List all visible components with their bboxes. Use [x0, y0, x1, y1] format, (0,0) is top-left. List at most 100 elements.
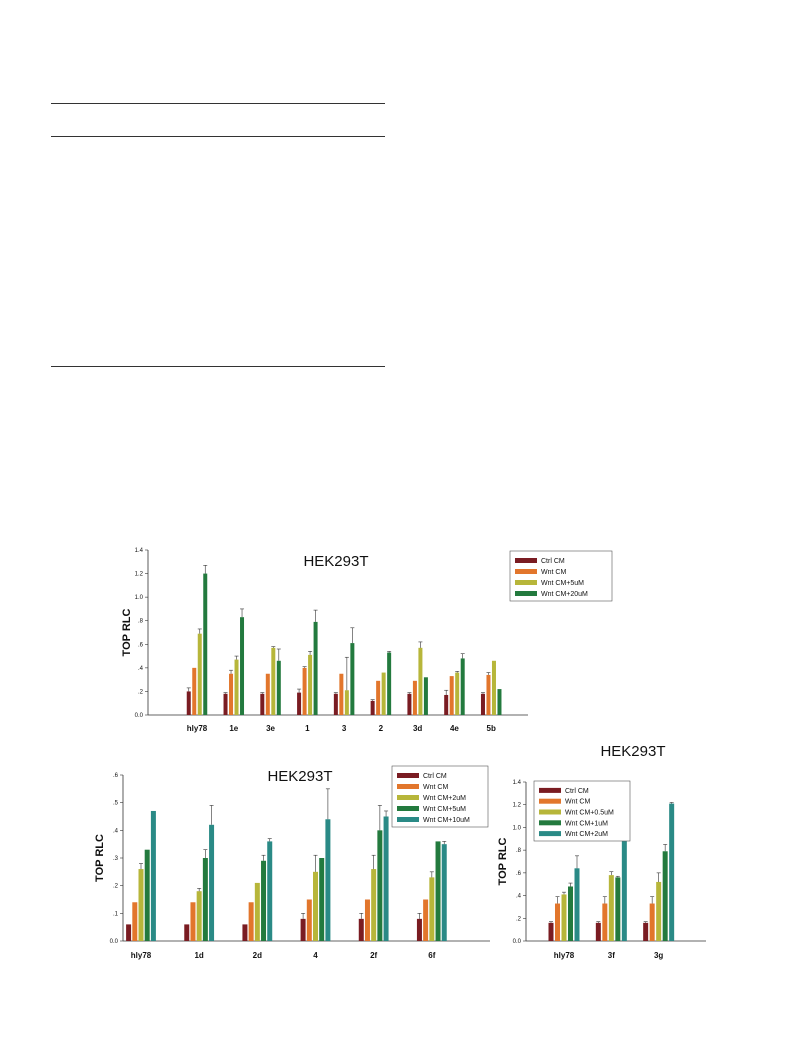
- bar: [602, 903, 608, 941]
- category-label: hly78: [554, 951, 575, 960]
- category-label: 2: [379, 724, 384, 733]
- bar: [308, 654, 313, 715]
- y-tick-label: .4: [138, 666, 144, 672]
- y-tick-label: 1.4: [513, 780, 522, 786]
- legend-swatch: [515, 591, 537, 596]
- bar: [460, 658, 465, 715]
- category-label: 3d: [413, 724, 422, 733]
- bar: [649, 903, 655, 941]
- bar: [229, 673, 234, 715]
- category-label: 4e: [450, 724, 459, 733]
- bar: [595, 922, 601, 941]
- legend-swatch: [539, 831, 561, 837]
- category-label: 3f: [608, 951, 615, 960]
- bar: [376, 680, 381, 715]
- bar: [444, 694, 449, 715]
- bar: [325, 819, 331, 941]
- category-label: hly78: [131, 951, 152, 960]
- y-tick-label: 0.0: [135, 713, 144, 719]
- bar: [387, 652, 392, 715]
- legend-swatch: [539, 798, 561, 804]
- bar: [313, 871, 318, 941]
- bar: [306, 899, 312, 941]
- y-tick-label: .4: [516, 894, 522, 900]
- bar: [313, 621, 318, 715]
- legend-label: Wnt CM+20uM: [541, 591, 588, 598]
- legend-label: Wnt CM+0.5uM: [565, 810, 614, 817]
- y-axis-label: TOP RLC: [94, 834, 106, 882]
- y-tick-label: .8: [138, 619, 144, 625]
- bar: [150, 810, 156, 941]
- bar: [370, 700, 375, 715]
- bar: [261, 860, 267, 941]
- y-tick-label: .6: [516, 871, 522, 877]
- y-tick-label: .2: [113, 884, 119, 890]
- bar-chart-bottom-right: 0.0 .2 .4 .6 .8 1.0 1.2 1.4 TOP RLC HEK293T hly78 3…: [497, 743, 706, 960]
- legend-swatch: [515, 569, 537, 574]
- bar: [455, 672, 460, 715]
- chart-title: HEK293T: [267, 768, 332, 785]
- bar: [333, 693, 338, 715]
- legend-label: Wnt CM: [423, 784, 448, 791]
- legend-swatch: [397, 784, 419, 789]
- bar: [449, 676, 454, 715]
- legend-label: Wnt CM+2uM: [565, 831, 608, 838]
- bar-chart-top: 0.0 .2 .4 .6 .8 1.0 1.2 1.4 TOP RLC HEK293T hly78 1…: [121, 548, 613, 733]
- bar: [429, 877, 435, 941]
- y-tick-label: 0.0: [513, 939, 522, 945]
- bar: [350, 643, 355, 715]
- bar: [435, 841, 441, 941]
- bar: [574, 868, 580, 941]
- bar: [254, 882, 260, 941]
- legend-label: Wnt CM+1uM: [565, 820, 608, 827]
- y-tick-label: .6: [138, 642, 144, 648]
- category-label: 1d: [194, 951, 203, 960]
- bar: [126, 924, 132, 941]
- y-tick-label: .4: [113, 828, 119, 834]
- y-tick-label: .6: [113, 773, 119, 779]
- bar: [615, 877, 621, 941]
- y-tick-label: 1.2: [513, 803, 522, 809]
- bar: [568, 886, 573, 941]
- y-tick-label: 1.0: [513, 825, 522, 831]
- bar: [358, 918, 364, 941]
- bar: [555, 903, 560, 941]
- bar: [267, 841, 273, 941]
- category-label: 6f: [428, 951, 435, 960]
- table-rule-header: [51, 136, 385, 137]
- legend-swatch: [539, 787, 561, 793]
- bar: [202, 858, 208, 941]
- legend-label: Wnt CM+2uM: [423, 795, 466, 802]
- bar: [260, 693, 265, 715]
- bar: [271, 647, 276, 715]
- legend-swatch: [397, 806, 419, 811]
- bar: [209, 824, 215, 941]
- bar: [300, 918, 306, 941]
- table-rule-bottom: [51, 366, 385, 367]
- legend-swatch: [539, 809, 561, 815]
- bar: [192, 667, 197, 715]
- y-tick-label: .1: [113, 911, 119, 917]
- bar: [486, 674, 491, 715]
- y-tick-label: 0.0: [110, 939, 119, 945]
- legend-swatch: [515, 580, 537, 585]
- bar: [265, 673, 270, 715]
- bar: [344, 690, 349, 715]
- category-label: 5b: [487, 724, 496, 733]
- bar: [371, 869, 377, 941]
- category-label: 2f: [370, 951, 377, 960]
- legend-label: Wnt CM+5uM: [423, 806, 466, 813]
- legend-swatch: [515, 558, 537, 563]
- y-tick-label: .8: [516, 848, 522, 854]
- y-tick-label: .2: [138, 689, 144, 695]
- bar: [669, 803, 675, 941]
- table-rule-top: [51, 103, 385, 104]
- y-tick-label: 1.0: [135, 595, 144, 601]
- bar: [242, 924, 248, 941]
- bar: [381, 672, 386, 715]
- bar: [319, 858, 325, 941]
- bar: [497, 689, 502, 715]
- bar: [423, 677, 428, 715]
- bar: [441, 844, 447, 941]
- category-label: 3g: [654, 951, 663, 960]
